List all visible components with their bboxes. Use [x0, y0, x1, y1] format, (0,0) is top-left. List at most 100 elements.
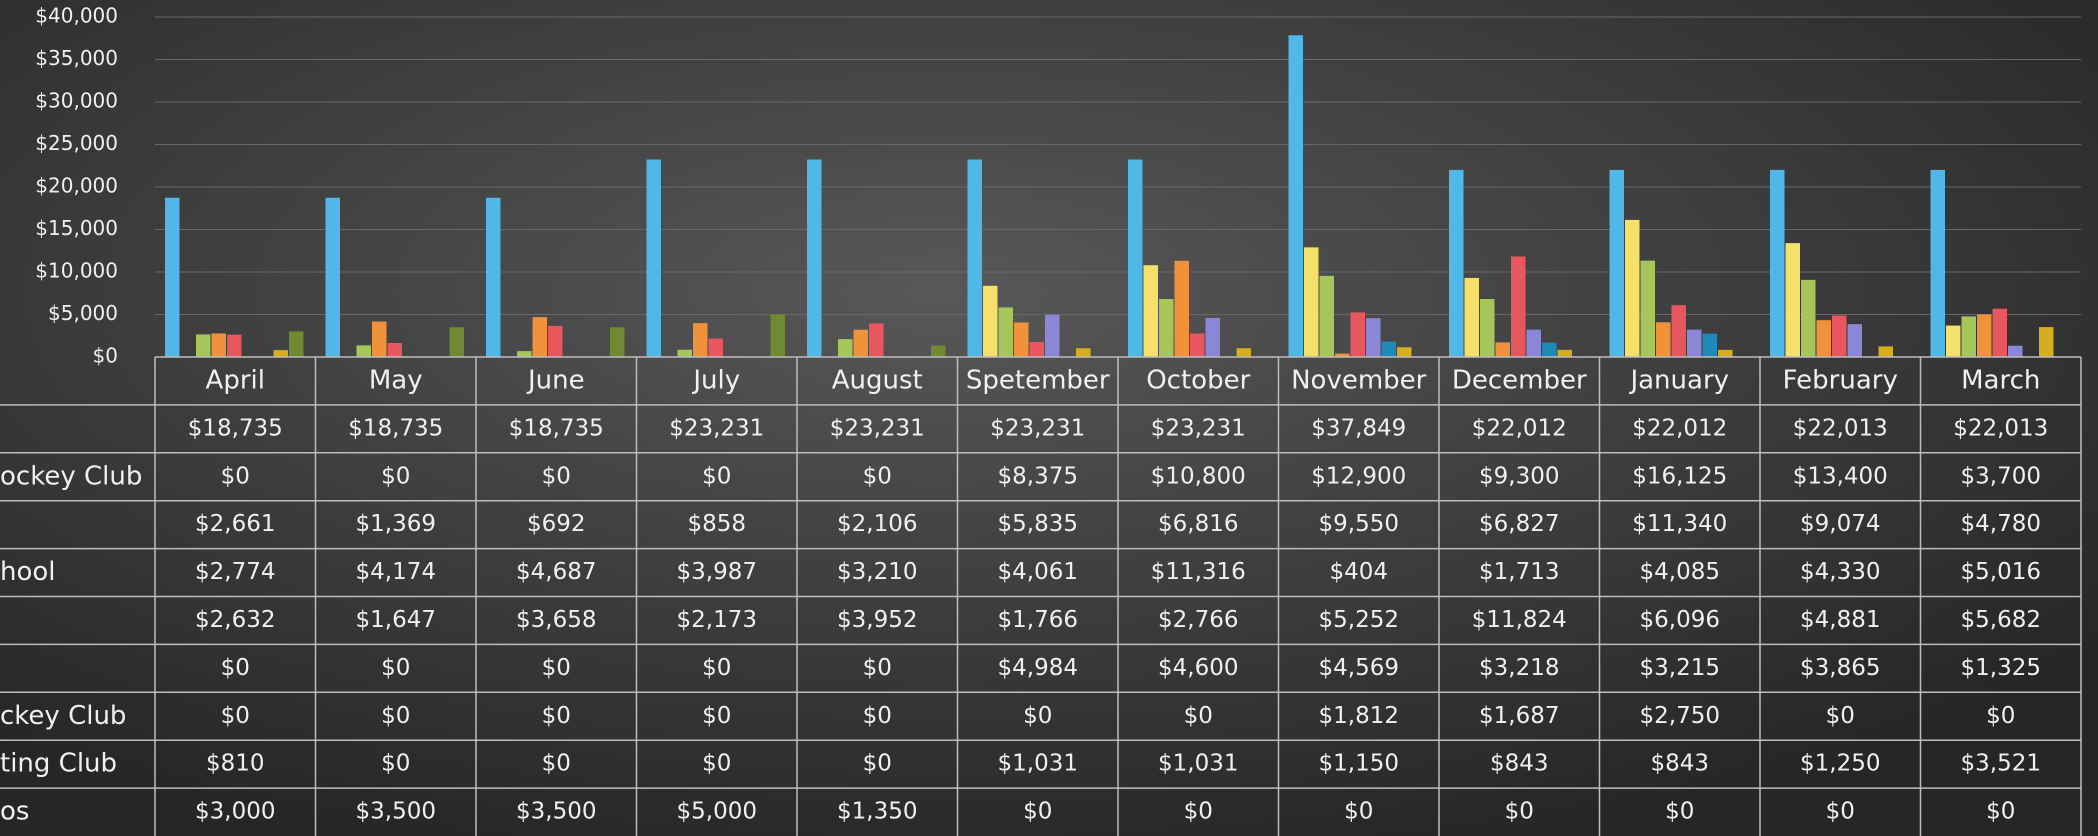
- bar: [356, 345, 371, 357]
- x-tick-label: October: [1146, 365, 1250, 395]
- bar: [1174, 260, 1189, 357]
- bar: [1143, 265, 1158, 357]
- y-tick-label: $5,000: [48, 301, 118, 325]
- legend-label: ockey Club: [0, 461, 142, 491]
- bar: [387, 343, 402, 357]
- bar: [1816, 320, 1831, 357]
- table-cell: $0: [863, 655, 892, 681]
- y-tick-label: $35,000: [35, 46, 118, 70]
- x-tick-label: April: [206, 365, 265, 395]
- table-cell: $0: [1505, 799, 1534, 825]
- legend-label: ckey Club: [0, 701, 126, 731]
- table-cell: $18,735: [509, 415, 604, 441]
- bar: [532, 317, 547, 357]
- table-cell: $0: [1023, 799, 1052, 825]
- bar: [1702, 333, 1717, 357]
- table-cell: $22,013: [1793, 415, 1888, 441]
- bar: [1381, 341, 1396, 357]
- table-cell: $23,231: [669, 415, 764, 441]
- bar: [517, 351, 532, 357]
- bar: [1718, 349, 1733, 357]
- table-cell: $5,682: [1961, 607, 2041, 633]
- table-cell: $6,827: [1479, 511, 1559, 537]
- bar: [1236, 348, 1251, 357]
- table-cell: $2,774: [195, 559, 275, 585]
- bar: [1190, 333, 1205, 357]
- table-cell: $37,849: [1311, 415, 1406, 441]
- bar: [1014, 322, 1029, 357]
- table-cell: $0: [381, 703, 410, 729]
- bar: [807, 159, 822, 357]
- bar: [1557, 349, 1572, 357]
- bar: [1878, 346, 1893, 357]
- table-cell: $0: [542, 751, 571, 777]
- bar: [196, 334, 211, 357]
- bar: [1350, 312, 1365, 357]
- bar: [1464, 277, 1479, 357]
- bar: [1609, 169, 1624, 357]
- x-tick-label: June: [526, 365, 585, 395]
- table-cell: $0: [1986, 799, 2015, 825]
- table-cell: $0: [542, 655, 571, 681]
- table-cell: $2,661: [195, 511, 275, 537]
- table-cell: $0: [702, 463, 731, 489]
- bar: [1770, 169, 1785, 357]
- table-cell: $18,735: [188, 415, 283, 441]
- table-cell: $0: [1184, 703, 1213, 729]
- table-cell: $0: [1986, 703, 2015, 729]
- table-cell: $4,174: [356, 559, 436, 585]
- table-cell: $0: [381, 463, 410, 489]
- bar: [548, 325, 563, 357]
- bar: [1449, 169, 1464, 357]
- table-cell: $3,210: [837, 559, 917, 585]
- table-cell: $1,369: [356, 511, 436, 537]
- x-tick-label: May: [369, 365, 423, 395]
- y-tick-label: $0: [93, 344, 118, 368]
- table-cell: $6,096: [1640, 607, 1720, 633]
- bar: [211, 333, 226, 357]
- table-cell: $23,231: [1151, 415, 1246, 441]
- bar: [1992, 308, 2007, 357]
- table-cell: $2,632: [195, 607, 275, 633]
- table-cell: $22,012: [1472, 415, 1567, 441]
- table-cell: $8,375: [998, 463, 1078, 489]
- table-cell: $2,766: [1158, 607, 1238, 633]
- table-cell: $3,987: [677, 559, 757, 585]
- table-cell: $18,735: [348, 415, 443, 441]
- bar: [869, 323, 884, 357]
- bar: [853, 329, 868, 357]
- bar: [770, 314, 785, 357]
- bar: [486, 197, 501, 357]
- table-cell: $4,600: [1158, 655, 1238, 681]
- table-cell: $0: [702, 655, 731, 681]
- table-cell: $22,013: [1953, 415, 2048, 441]
- table-cell: $4,881: [1800, 607, 1880, 633]
- table-cell: $0: [381, 655, 410, 681]
- bar: [1961, 316, 1976, 357]
- table-cell: $4,330: [1800, 559, 1880, 585]
- table-cell: $0: [1826, 703, 1855, 729]
- bar: [1366, 318, 1381, 357]
- table-cell: $4,569: [1319, 655, 1399, 681]
- bar: [693, 323, 708, 357]
- y-tick-label: $10,000: [35, 259, 118, 283]
- bar: [1671, 305, 1686, 357]
- table-cell: $0: [863, 703, 892, 729]
- bar: [1656, 322, 1671, 357]
- y-tick-label: $20,000: [35, 174, 118, 198]
- table-cell: $0: [221, 655, 250, 681]
- table-cell: $4,780: [1961, 511, 2041, 537]
- table-cell: $2,750: [1640, 703, 1720, 729]
- bar: [1076, 348, 1091, 357]
- table-cell: $0: [542, 463, 571, 489]
- table-cell: $0: [702, 751, 731, 777]
- bar: [289, 331, 304, 357]
- bar: [227, 334, 242, 357]
- bar: [1397, 347, 1412, 357]
- bar: [838, 339, 853, 357]
- table-cell: $11,316: [1151, 559, 1246, 585]
- table-cell: $10,800: [1151, 463, 1246, 489]
- bar: [983, 285, 998, 357]
- table-cell: $1,150: [1319, 751, 1399, 777]
